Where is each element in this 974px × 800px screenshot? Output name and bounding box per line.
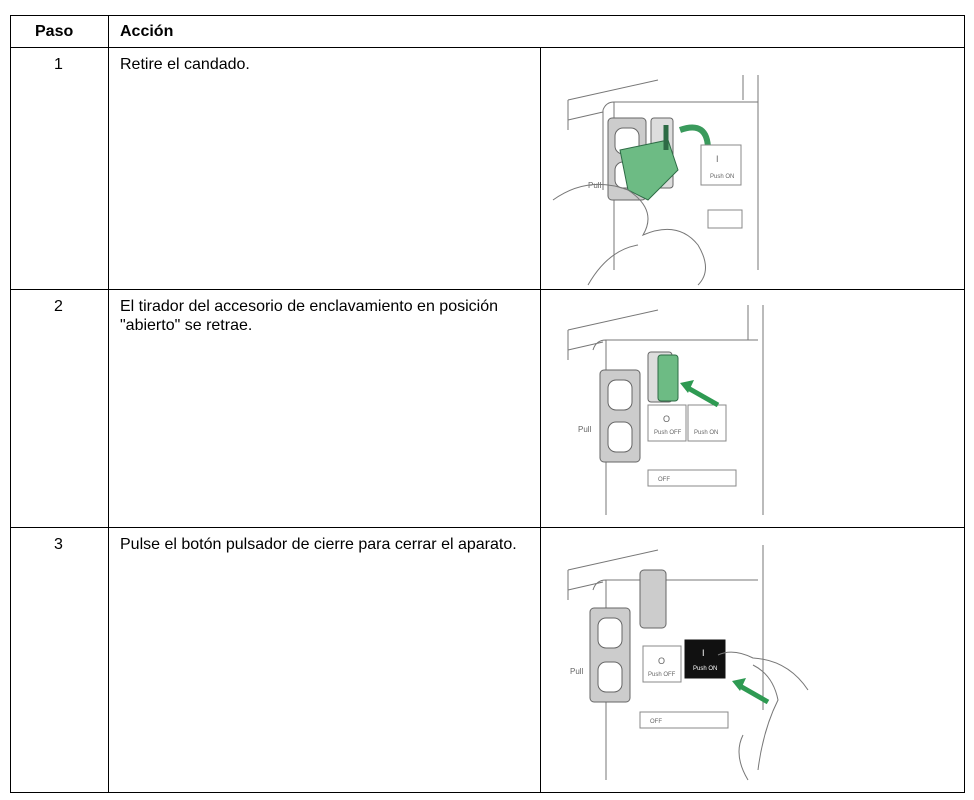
- figure-label: Push OFF: [654, 430, 682, 436]
- figure-label: O: [658, 656, 665, 666]
- action-text: Pulse el botón pulsador de cierre para c…: [120, 536, 517, 553]
- action-text: Retire el candado.: [120, 56, 250, 73]
- figure-label: Push OFF: [648, 672, 676, 678]
- step-number: 2: [54, 298, 63, 315]
- figure-label: I: [716, 154, 719, 164]
- figure-label: OFF: [650, 719, 662, 725]
- header-cell: Acción: [120, 23, 174, 40]
- figure-label: OFF: [658, 477, 670, 483]
- header-cell: Paso: [35, 23, 74, 40]
- figure-label: Pull: [570, 667, 584, 676]
- figure-2: O Push OFF Push ON Pull OFF: [567, 305, 764, 515]
- figure-label: Push ON: [710, 174, 734, 180]
- figure-label: Pull: [588, 181, 602, 190]
- step-number: 1: [54, 56, 63, 73]
- action-text: El tirador del accesorio de enclavamient…: [120, 298, 498, 334]
- step-number: 3: [54, 536, 63, 553]
- figure-3: O Push OFF I Push ON Pull OFF: [567, 545, 809, 781]
- figure-1: I Push ON Pull: [552, 75, 759, 286]
- figure-label: Push ON: [693, 666, 717, 672]
- figure-label: I: [702, 648, 705, 658]
- figure-label: Pull: [578, 425, 592, 434]
- figure-label: O: [663, 414, 670, 424]
- figure-label: Push ON: [694, 430, 718, 436]
